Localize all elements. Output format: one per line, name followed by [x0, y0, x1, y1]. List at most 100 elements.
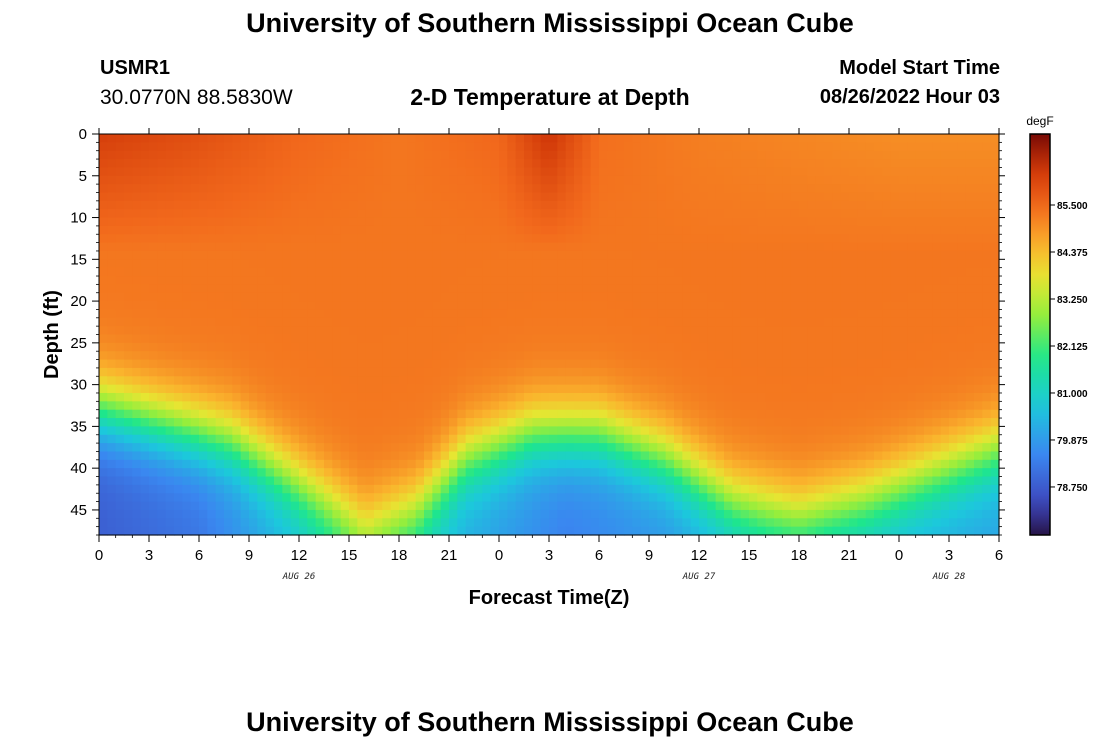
- heatmap-cell: [882, 459, 892, 469]
- heatmap-cell: [440, 526, 450, 536]
- heatmap-cell: [332, 317, 342, 327]
- heatmap-cell: [690, 200, 700, 210]
- heatmap-cell: [390, 225, 400, 235]
- heatmap-cell: [532, 292, 542, 302]
- heatmap-cell: [415, 301, 425, 311]
- heatmap-cell: [957, 334, 967, 344]
- heatmap-cell: [774, 292, 783, 302]
- heatmap-cell: [482, 225, 492, 235]
- heatmap-cell: [382, 468, 392, 478]
- heatmap-cell: [240, 451, 250, 461]
- heatmap-cell: [590, 225, 600, 235]
- heatmap-cell: [249, 250, 258, 260]
- heatmap-cell: [940, 443, 950, 453]
- heatmap-cell: [424, 342, 433, 352]
- heatmap-cell: [457, 250, 467, 260]
- heatmap-cell: [107, 443, 117, 453]
- heatmap-cell: [457, 309, 467, 319]
- heatmap-cell: [849, 192, 858, 202]
- heatmap-cell: [249, 501, 258, 511]
- heatmap-cell: [474, 242, 483, 252]
- heatmap-cell: [274, 451, 283, 461]
- heatmap-cell: [940, 175, 950, 185]
- heatmap-cell: [682, 217, 692, 227]
- heatmap-cell: [324, 501, 333, 511]
- heatmap-cell: [415, 351, 425, 361]
- heatmap-cell: [415, 167, 425, 177]
- heatmap-cell: [449, 175, 458, 185]
- heatmap-cell: [232, 184, 242, 194]
- heatmap-cell: [824, 276, 833, 285]
- heatmap-cell: [957, 259, 967, 269]
- heatmap-cell: [474, 334, 483, 344]
- heatmap-cell: [415, 409, 425, 419]
- heatmap-cell: [699, 526, 708, 536]
- heatmap-cell: [915, 484, 925, 494]
- heatmap-cell: [440, 184, 450, 194]
- heatmap-cell: [157, 367, 167, 377]
- heatmap-cell: [774, 276, 783, 285]
- heatmap-cell: [299, 342, 308, 352]
- heatmap-cell: [224, 384, 233, 394]
- heatmap-cell: [949, 401, 958, 411]
- heatmap-cell: [615, 309, 625, 319]
- heatmap-cell: [149, 334, 158, 344]
- heatmap-cell: [765, 292, 775, 302]
- heatmap-cell: [182, 192, 192, 202]
- heatmap-cell: [840, 359, 850, 369]
- heatmap-cell: [865, 518, 875, 528]
- heatmap-cell: [249, 351, 258, 361]
- heatmap-cell: [115, 225, 125, 235]
- heatmap-cell: [232, 317, 242, 327]
- heatmap-cell: [340, 192, 350, 202]
- heatmap-cell: [690, 392, 700, 402]
- heatmap-cell: [240, 509, 250, 519]
- heatmap-cell: [840, 284, 850, 294]
- heatmap-cell: [849, 434, 858, 444]
- heatmap-cell: [115, 234, 125, 244]
- heatmap-cell: [324, 392, 333, 402]
- heatmap-cell: [182, 250, 192, 260]
- heatmap-cell: [874, 443, 883, 453]
- heatmap-cell: [674, 326, 683, 336]
- heatmap-cell: [732, 276, 742, 285]
- heatmap-cell: [174, 468, 183, 478]
- heatmap-cell: [290, 392, 300, 402]
- heatmap-cell: [115, 443, 125, 453]
- heatmap-cell: [490, 418, 500, 427]
- heatmap-cell: [182, 276, 192, 285]
- heatmap-cell: [424, 276, 433, 285]
- heatmap-cell: [282, 326, 292, 336]
- heatmap-cell: [224, 292, 233, 302]
- heatmap-cell: [757, 434, 767, 444]
- heatmap-cell: [657, 234, 667, 244]
- heatmap-cell: [140, 493, 150, 503]
- heatmap-cell: [174, 501, 183, 511]
- heatmap-cell: [824, 501, 833, 511]
- heatmap-cell: [124, 159, 133, 169]
- heatmap-cell: [524, 434, 533, 444]
- heatmap-cell: [957, 484, 967, 494]
- heatmap-cell: [674, 526, 683, 536]
- heatmap-cell: [265, 351, 275, 361]
- heatmap-cell: [799, 301, 808, 311]
- heatmap-cell: [282, 159, 292, 169]
- heatmap-cell: [232, 234, 242, 244]
- heatmap-cell: [665, 225, 675, 235]
- heatmap-cell: [540, 426, 550, 436]
- heatmap-cell: [132, 192, 142, 202]
- heatmap-cell: [615, 167, 625, 177]
- heatmap-cell: [290, 451, 300, 461]
- heatmap-cell: [182, 459, 192, 469]
- heatmap-cell: [215, 309, 225, 319]
- heatmap-cell: [507, 484, 517, 494]
- heatmap-cell: [674, 443, 683, 453]
- heatmap-cell: [590, 443, 600, 453]
- heatmap-cell: [849, 484, 858, 494]
- heatmap-cell: [174, 351, 183, 361]
- heatmap-cell: [524, 142, 533, 152]
- heatmap-cell: [940, 225, 950, 235]
- heatmap-cell: [699, 367, 708, 377]
- heatmap-cell: [940, 334, 950, 344]
- heatmap-cell: [207, 200, 217, 210]
